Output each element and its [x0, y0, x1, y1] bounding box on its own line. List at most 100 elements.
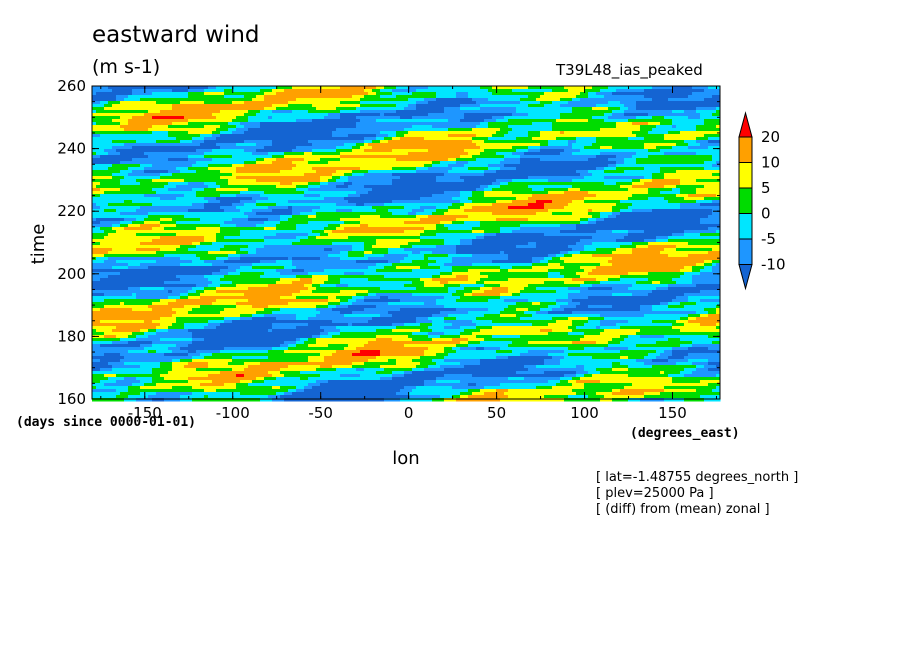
heatmap-cell	[280, 128, 285, 132]
heatmap-cell	[552, 143, 557, 147]
heatmap-cell	[292, 119, 297, 123]
heatmap-cell	[316, 173, 321, 177]
heatmap-cell	[108, 131, 113, 135]
heatmap-cell	[660, 134, 665, 138]
heatmap-cell	[224, 134, 229, 138]
heatmap-cell	[312, 167, 317, 171]
heatmap-cell	[404, 104, 409, 108]
heatmap-cell	[676, 92, 681, 96]
heatmap-cell	[552, 92, 557, 96]
heatmap-cell	[116, 146, 121, 150]
heatmap-cell	[380, 173, 385, 177]
heatmap-cell	[180, 152, 185, 156]
heatmap-cell	[576, 161, 581, 165]
heatmap-cell	[548, 86, 553, 90]
heatmap-cell	[108, 149, 113, 153]
heatmap-cell	[472, 89, 477, 93]
heatmap-cell	[128, 170, 133, 174]
heatmap-cell	[160, 161, 165, 165]
heatmap-cell	[168, 113, 173, 117]
heatmap-cell	[112, 149, 117, 153]
heatmap-cell	[568, 131, 573, 135]
heatmap-cell	[232, 122, 237, 126]
heatmap-cell	[404, 86, 409, 90]
heatmap-cell	[368, 170, 373, 174]
heatmap-cell	[420, 152, 425, 156]
heatmap-cell	[396, 107, 401, 111]
heatmap-cell	[444, 152, 449, 156]
heatmap-cell	[672, 134, 677, 138]
heatmap-cell	[520, 113, 525, 117]
heatmap-cell	[652, 143, 657, 147]
heatmap-cell	[208, 158, 213, 162]
heatmap-cell	[520, 140, 525, 144]
heatmap-cell	[592, 116, 597, 120]
heatmap-cell	[296, 98, 301, 102]
heatmap-cell	[164, 113, 169, 117]
heatmap-cell	[544, 128, 549, 132]
heatmap-cell	[408, 152, 413, 156]
heatmap-cell	[444, 89, 449, 93]
heatmap-cell	[672, 173, 677, 177]
heatmap-cell	[312, 143, 317, 147]
heatmap-cell	[184, 173, 189, 177]
heatmap-cell	[488, 134, 493, 138]
heatmap-cell	[248, 95, 253, 99]
heatmap-cell	[276, 149, 281, 153]
heatmap-cell	[624, 107, 629, 111]
heatmap-cell	[444, 107, 449, 111]
heatmap-cell	[252, 134, 257, 138]
heatmap-cell	[544, 149, 549, 153]
heatmap-cell	[408, 161, 413, 165]
heatmap-cell	[492, 119, 497, 123]
heatmap-cell	[96, 122, 101, 126]
heatmap-cell	[552, 86, 557, 90]
heatmap-cell	[248, 125, 253, 129]
heatmap-cell	[296, 119, 301, 123]
heatmap-cell	[488, 155, 493, 159]
heatmap-cell	[340, 134, 345, 138]
heatmap-cell	[596, 170, 601, 174]
heatmap-cell	[528, 92, 533, 96]
heatmap-cell	[404, 140, 409, 144]
heatmap-cell	[584, 179, 589, 183]
heatmap-cell	[712, 176, 717, 180]
heatmap-cell	[232, 131, 237, 135]
heatmap-cell	[372, 167, 377, 171]
heatmap-cell	[292, 179, 297, 183]
heatmap-cell	[532, 101, 537, 105]
heatmap-cell	[416, 92, 421, 96]
heatmap-cell	[428, 146, 433, 150]
heatmap-cell	[344, 152, 349, 156]
heatmap-cell	[200, 176, 205, 180]
heatmap-cell	[536, 89, 541, 93]
heatmap-cell	[564, 155, 569, 159]
heatmap-cell	[556, 98, 561, 102]
heatmap-cell	[312, 140, 317, 144]
heatmap-cell	[360, 152, 365, 156]
heatmap-cell	[660, 140, 665, 144]
heatmap-cell	[196, 173, 201, 177]
heatmap-cell	[328, 134, 333, 138]
heatmap-cell	[456, 116, 461, 120]
heatmap-cell	[144, 146, 149, 150]
heatmap-cell	[316, 149, 321, 153]
heatmap-cell	[148, 176, 153, 180]
heatmap-cell	[304, 107, 309, 111]
heatmap-cell	[336, 101, 341, 105]
heatmap-cell	[600, 104, 605, 108]
heatmap-cell	[228, 128, 233, 132]
heatmap-cell	[244, 140, 249, 144]
heatmap-cell	[100, 179, 105, 183]
heatmap-cell	[188, 161, 193, 165]
heatmap-cell	[332, 134, 337, 138]
heatmap-cell	[96, 113, 101, 117]
heatmap-cell	[232, 113, 237, 117]
heatmap-cell	[316, 128, 321, 132]
heatmap-cell	[464, 89, 469, 93]
heatmap-cell	[624, 110, 629, 114]
heatmap-cell	[104, 86, 109, 90]
heatmap-cell	[524, 128, 529, 132]
heatmap-cell	[252, 170, 257, 174]
heatmap-cell	[660, 149, 665, 153]
